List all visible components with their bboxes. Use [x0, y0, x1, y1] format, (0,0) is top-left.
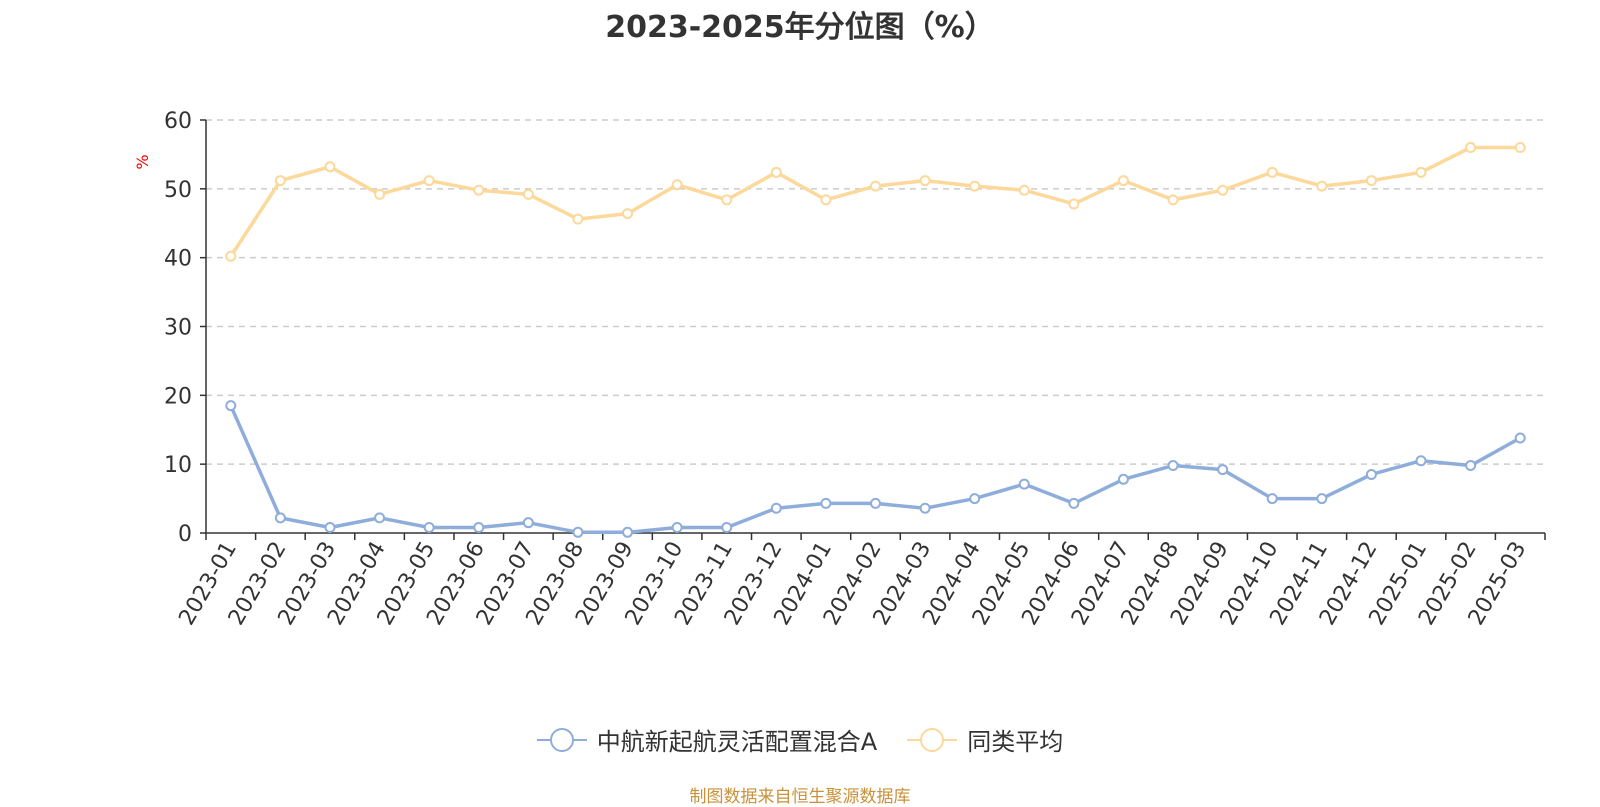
data-point — [274, 512, 286, 524]
data-point — [225, 250, 237, 262]
data-point — [1167, 460, 1179, 472]
data-point — [622, 208, 634, 220]
data-point — [870, 180, 881, 192]
series-line — [229, 145, 1522, 259]
data-point — [1415, 166, 1427, 178]
data-point — [1117, 175, 1129, 187]
legend-line-circle-icon — [907, 727, 958, 752]
data-point — [770, 502, 782, 514]
data-source-note: 制图数据来自恒生聚源数据库 — [689, 787, 911, 807]
legend-label-fund: 中航新起航灵活配置混合A — [596, 728, 878, 756]
y-tick-label: 30 — [164, 316, 192, 341]
data-point — [1117, 473, 1129, 485]
y-tick-label: 60 — [164, 109, 192, 134]
data-point — [721, 194, 733, 206]
legend-line-circle-icon — [536, 727, 587, 752]
data-point — [1365, 468, 1377, 480]
data-point — [572, 526, 584, 538]
data-point — [870, 497, 881, 509]
data-point — [969, 493, 981, 505]
legend: 中航新起航灵活配置混合A 同类平均 — [0, 722, 1600, 757]
data-point — [1217, 184, 1229, 196]
series-line — [229, 403, 1522, 535]
data-point — [919, 502, 931, 514]
y-tick-label: 0 — [178, 522, 192, 547]
data-point — [572, 213, 584, 225]
data-point — [770, 166, 782, 178]
data-point — [1514, 142, 1526, 154]
data-point — [522, 188, 534, 200]
data-point — [473, 521, 485, 533]
data-point — [622, 526, 634, 538]
data-point — [274, 175, 286, 187]
data-point — [473, 184, 485, 196]
data-point — [1316, 180, 1328, 192]
data-point — [374, 512, 386, 524]
data-point — [324, 521, 336, 533]
data-point — [1018, 478, 1030, 490]
y-tick-label: 50 — [164, 178, 192, 203]
data-point — [1217, 464, 1229, 476]
data-point — [1266, 493, 1278, 505]
chart-title: 2023-2025年分位图（%） — [605, 10, 995, 45]
y-axis-label: % — [133, 154, 152, 169]
data-point — [1465, 142, 1477, 154]
data-point — [969, 180, 981, 192]
data-point — [1514, 432, 1526, 444]
data-point — [423, 175, 435, 187]
data-point — [721, 521, 733, 533]
legend-item-fund[interactable]: 中航新起航灵活配置混合A — [536, 722, 878, 757]
y-tick-label: 10 — [164, 453, 192, 478]
data-point — [225, 400, 237, 412]
data-point — [374, 188, 386, 200]
data-point — [1316, 493, 1328, 505]
y-tick-label: 40 — [164, 247, 192, 272]
data-point — [1365, 175, 1377, 187]
data-point — [1415, 455, 1427, 467]
data-point — [820, 497, 832, 509]
data-point — [671, 521, 683, 533]
data-point — [919, 175, 931, 187]
data-point — [324, 161, 336, 173]
legend-label-average: 同类平均 — [967, 728, 1064, 756]
data-point — [1018, 184, 1030, 196]
y-tick-label: 20 — [164, 384, 192, 409]
data-point — [1465, 460, 1477, 472]
legend-item-average[interactable]: 同类平均 — [907, 722, 1063, 757]
data-point — [1068, 198, 1080, 210]
data-point — [1068, 497, 1080, 509]
data-point — [671, 179, 683, 191]
data-point — [1266, 166, 1278, 178]
data-point — [423, 521, 435, 533]
data-point — [820, 194, 832, 206]
data-point — [1167, 194, 1179, 206]
data-point — [522, 517, 534, 529]
